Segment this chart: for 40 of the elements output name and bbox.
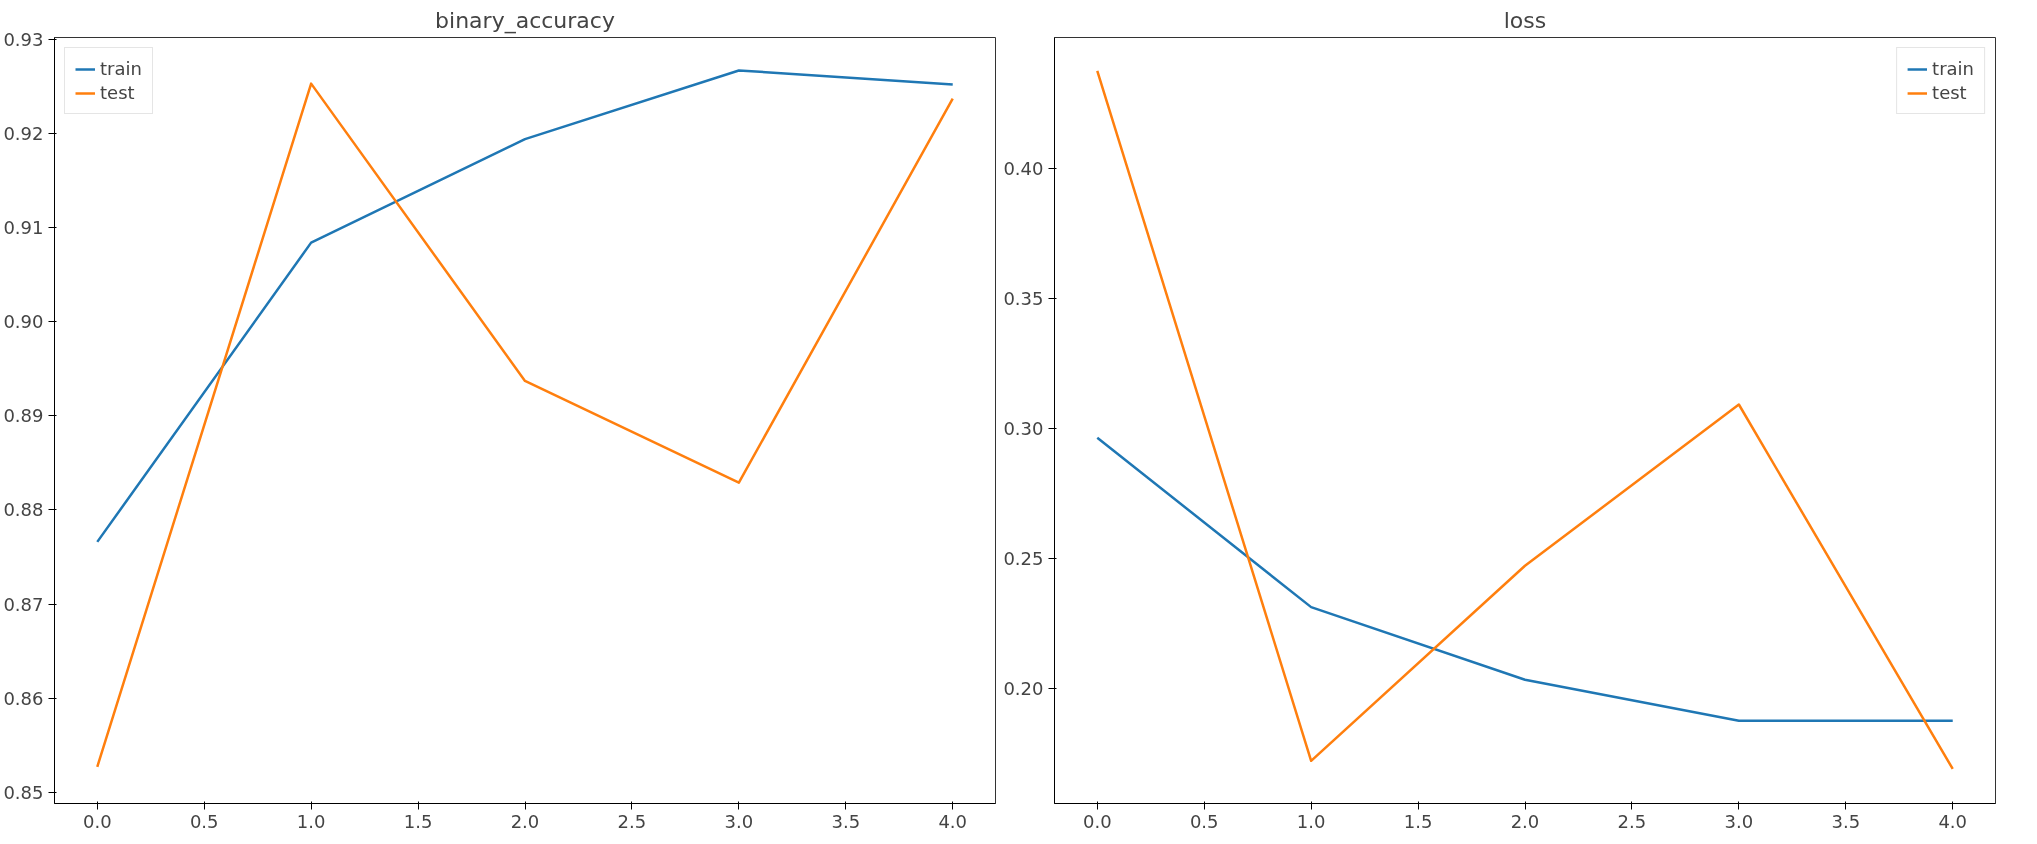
- y-tick-label: 0.87: [3, 593, 44, 615]
- y-tick-label: 0.93: [3, 28, 44, 50]
- legend-label: test: [100, 82, 135, 103]
- x-tick-label: 2.0: [1510, 810, 1540, 832]
- y-tick-label: 0.91: [3, 217, 44, 239]
- y-tick-label: 0.35: [1003, 287, 1044, 309]
- x-tick-label: 2.5: [1617, 810, 1647, 832]
- line-series: [1096, 436, 1954, 723]
- y-tick-label: 0.30: [1003, 417, 1044, 439]
- x-tick-label: 2.5: [617, 810, 647, 832]
- x-tick-label: 1.0: [296, 810, 326, 832]
- legend-label: test: [1932, 82, 1967, 103]
- y-tick-label: 0.25: [1003, 547, 1044, 569]
- x-tick-label: 3.0: [724, 810, 754, 832]
- x-tick-label: 4.0: [1938, 810, 1968, 832]
- chart-title: loss: [1503, 7, 1547, 33]
- y-tick-label: 0.85: [3, 781, 44, 803]
- x-tick-label: 1.0: [1296, 810, 1326, 832]
- x-tick-label: 0.5: [1189, 810, 1219, 832]
- y-tick-label: 0.40: [1003, 157, 1044, 179]
- chart-title: binary_accuracy: [435, 7, 615, 34]
- x-tick-label: 0.0: [82, 810, 112, 832]
- y-tick-label: 0.86: [3, 687, 44, 709]
- x-tick-label: 0.0: [1082, 810, 1112, 832]
- y-tick-label: 0.89: [3, 405, 44, 427]
- x-tick-label: 3.5: [831, 810, 861, 832]
- y-tick-label: 0.20: [1003, 677, 1044, 699]
- x-tick-label: 4.0: [938, 810, 968, 832]
- legend-label: train: [1932, 58, 1974, 79]
- x-tick-label: 2.0: [510, 810, 540, 832]
- x-tick-label: 3.0: [1724, 810, 1754, 832]
- x-tick-label: 1.5: [403, 810, 433, 832]
- x-tick-label: 0.5: [189, 810, 219, 832]
- x-tick-label: 1.5: [1403, 810, 1433, 832]
- y-tick-label: 0.88: [3, 499, 44, 521]
- legend-label: train: [100, 58, 142, 79]
- y-tick-label: 0.90: [3, 311, 44, 333]
- line-series: [96, 82, 954, 769]
- x-tick-label: 3.5: [1831, 810, 1861, 832]
- y-tick-label: 0.92: [3, 122, 44, 144]
